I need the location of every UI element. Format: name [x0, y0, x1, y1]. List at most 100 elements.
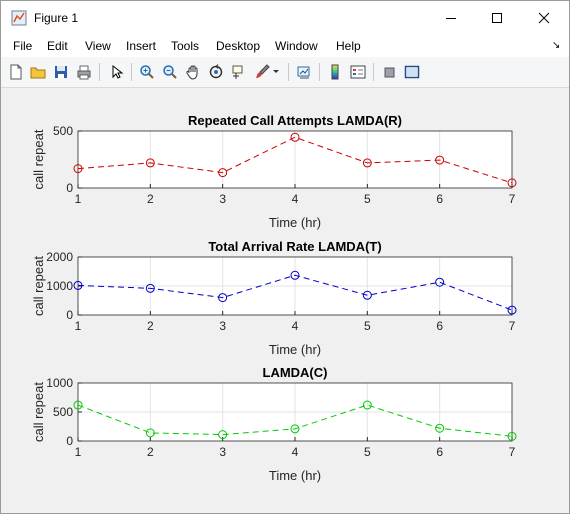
x-axis-label-2: Time (hr): [269, 342, 321, 357]
data-point: [73, 400, 83, 410]
open-file-icon[interactable]: [28, 62, 48, 82]
chevron-down-icon[interactable]: [271, 62, 281, 82]
close-icon: [538, 12, 550, 24]
zoom-in-icon[interactable]: [137, 62, 157, 82]
x-tick-label: 7: [509, 192, 516, 206]
chart-title-2: Total Arrival Rate LAMDA(T): [208, 239, 381, 254]
x-tick-label: 2: [147, 445, 154, 459]
data-point: [507, 178, 517, 188]
pointer-icon[interactable]: [107, 62, 127, 82]
y-tick-label: 500: [53, 405, 73, 419]
data-point: [362, 400, 372, 410]
x-axis-label-1: Time (hr): [269, 215, 321, 230]
y-tick-label: 500: [53, 124, 73, 138]
print-icon[interactable]: [74, 62, 94, 82]
y-tick-label: 2000: [46, 250, 73, 264]
data-point: [290, 270, 300, 280]
zoom-out-icon[interactable]: [160, 62, 180, 82]
pan-icon[interactable]: [183, 62, 203, 82]
toolbar-separator: [131, 63, 132, 81]
new-figure-icon[interactable]: [6, 62, 26, 82]
x-tick-label: 6: [436, 319, 443, 333]
x-tick-label: 7: [509, 445, 516, 459]
x-tick-label: 6: [436, 192, 443, 206]
toolbar-separator: [319, 63, 320, 81]
menu-window[interactable]: Window: [275, 39, 318, 53]
menu-file[interactable]: File: [13, 39, 33, 53]
toolbar-separator: [99, 63, 100, 81]
menu-help[interactable]: Help: [336, 39, 361, 53]
data-point: [507, 431, 517, 441]
data-point: [507, 305, 517, 315]
menu-desktop[interactable]: Desktop: [216, 39, 261, 53]
y-axis-label-3: call repeat: [31, 382, 46, 442]
toolbar-separator: [288, 63, 289, 81]
brush-icon[interactable]: [252, 62, 272, 82]
x-tick-label: 4: [292, 192, 299, 206]
menu-insert[interactable]: Insert: [126, 39, 157, 53]
colorbar-icon[interactable]: [325, 62, 345, 82]
series-line-2: [77, 274, 513, 311]
data-point: [362, 158, 372, 168]
data-point: [73, 164, 83, 174]
data-point: [290, 132, 300, 142]
figure-toolbar: [1, 57, 569, 88]
data-point: [218, 293, 228, 303]
x-tick-label: 4: [292, 445, 299, 459]
menu-edit[interactable]: Edit: [47, 39, 68, 53]
toolbar-separator: [373, 63, 374, 81]
data-point: [290, 424, 300, 434]
y-tick-label: 0: [66, 434, 73, 448]
x-tick-label: 3: [219, 319, 226, 333]
menu-view[interactable]: View: [85, 39, 111, 53]
save-icon[interactable]: [51, 62, 71, 82]
close-button[interactable]: [521, 1, 567, 35]
x-tick-label: 1: [75, 192, 82, 206]
x-axis-label-3: Time (hr): [269, 468, 321, 483]
y-tick-label: 0: [66, 181, 73, 195]
data-point: [435, 423, 445, 433]
chart-title-1: Repeated Call Attempts LAMDA(R): [188, 113, 402, 128]
x-tick-label: 1: [75, 445, 82, 459]
series-line-3: [77, 404, 513, 437]
series-line-1: [77, 136, 513, 184]
x-tick-label: 4: [292, 319, 299, 333]
data-point: [73, 280, 83, 290]
window-title: Figure 1: [34, 11, 79, 25]
x-tick-label: 7: [509, 319, 516, 333]
data-point: [218, 168, 228, 178]
dock-arrow-icon[interactable]: ↘: [552, 40, 561, 51]
title-bar: Figure 1: [1, 1, 569, 35]
y-axis-label-2: call repeat: [31, 256, 46, 316]
data-cursor-icon[interactable]: [229, 62, 249, 82]
data-point: [145, 283, 155, 293]
rotate-3d-icon[interactable]: [206, 62, 226, 82]
data-point: [362, 290, 372, 300]
data-point: [145, 158, 155, 168]
menu-tools[interactable]: Tools: [171, 39, 200, 53]
maximize-button[interactable]: [474, 1, 520, 35]
x-tick-label: 2: [147, 319, 154, 333]
legend-icon[interactable]: [348, 62, 368, 82]
data-point: [435, 155, 445, 165]
x-tick-label: 5: [364, 319, 371, 333]
link-plot-icon[interactable]: [294, 62, 314, 82]
x-tick-label: 3: [219, 445, 226, 459]
y-tick-label: 1000: [46, 279, 73, 293]
x-tick-label: 1: [75, 319, 82, 333]
y-tick-label: 0: [66, 308, 73, 322]
chart-title-3: LAMDA(C): [263, 365, 328, 380]
x-tick-label: 6: [436, 445, 443, 459]
matlab-figure-icon: [11, 10, 27, 26]
x-tick-label: 3: [219, 192, 226, 206]
menu-bar: File Edit View Insert Tools Desktop Wind…: [1, 35, 569, 57]
show-plot-tools-icon[interactable]: [402, 62, 422, 82]
data-point: [218, 430, 228, 440]
minimize-button[interactable]: [428, 1, 474, 35]
hide-plot-tools-icon[interactable]: [379, 62, 399, 82]
x-tick-label: 2: [147, 192, 154, 206]
x-tick-label: 5: [364, 192, 371, 206]
data-point: [145, 428, 155, 438]
